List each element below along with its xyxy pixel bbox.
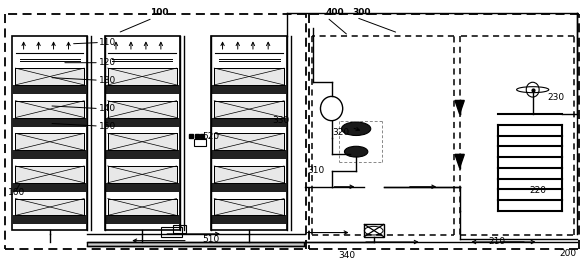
Text: 300: 300 (353, 8, 371, 17)
Bar (15, 101, 84, 118)
Bar (15, 199, 84, 215)
Text: 150: 150 (99, 122, 116, 131)
Bar (211, 150, 287, 159)
Text: 340: 340 (339, 251, 356, 260)
Bar (105, 150, 179, 159)
Bar (105, 183, 179, 192)
Text: 130: 130 (99, 76, 116, 85)
Bar (105, 36, 179, 230)
Bar (108, 101, 176, 118)
Bar (12, 85, 87, 94)
Text: 230: 230 (547, 93, 564, 102)
Bar (108, 133, 176, 150)
Text: 200: 200 (559, 249, 576, 258)
Bar (108, 199, 176, 215)
Bar (211, 183, 287, 192)
Bar (214, 166, 284, 183)
Bar (162, 227, 182, 237)
Bar (87, 242, 304, 246)
Text: 140: 140 (99, 104, 116, 113)
Bar (108, 101, 176, 118)
Bar (108, 133, 176, 150)
Bar (214, 68, 284, 85)
Text: 220: 220 (530, 186, 547, 195)
Bar (211, 118, 287, 127)
Bar (214, 101, 284, 118)
Bar (214, 101, 284, 118)
Text: 100: 100 (150, 8, 168, 17)
Text: 310: 310 (308, 166, 325, 175)
Bar (105, 118, 179, 127)
Bar (108, 68, 176, 85)
Bar (12, 183, 87, 192)
Bar (211, 215, 287, 224)
Bar (214, 199, 284, 215)
Bar (108, 68, 176, 85)
Bar (211, 36, 287, 230)
Bar (364, 224, 384, 237)
Bar (15, 68, 84, 85)
Circle shape (342, 122, 371, 136)
Text: 520: 520 (202, 132, 220, 141)
Bar (214, 133, 284, 150)
Bar (12, 118, 87, 127)
Bar (15, 68, 84, 85)
Bar (214, 166, 284, 183)
Text: 320: 320 (332, 128, 349, 137)
Bar (214, 68, 284, 85)
Bar (15, 101, 84, 118)
Bar (105, 215, 179, 224)
Text: 400: 400 (325, 8, 344, 17)
Bar (12, 36, 87, 230)
Bar (15, 199, 84, 215)
Text: f: f (179, 226, 180, 231)
Circle shape (345, 146, 368, 157)
Text: 120: 120 (99, 58, 116, 67)
Bar (211, 85, 287, 94)
Bar (15, 166, 84, 183)
Bar (12, 215, 87, 224)
Text: 110: 110 (99, 38, 116, 47)
Bar (12, 150, 87, 159)
Bar (15, 166, 84, 183)
Polygon shape (455, 101, 464, 114)
Bar (193, 139, 206, 146)
Text: 510: 510 (202, 235, 220, 244)
Bar (15, 133, 84, 150)
Text: 160: 160 (8, 188, 25, 197)
Bar (105, 85, 179, 94)
Polygon shape (455, 154, 464, 168)
Bar (108, 166, 176, 183)
Bar (173, 225, 186, 233)
Text: 330: 330 (272, 116, 290, 125)
Text: 210: 210 (489, 237, 506, 247)
Bar (15, 133, 84, 150)
Bar (214, 133, 284, 150)
Bar (214, 199, 284, 215)
Bar (108, 166, 176, 183)
Bar (108, 199, 176, 215)
